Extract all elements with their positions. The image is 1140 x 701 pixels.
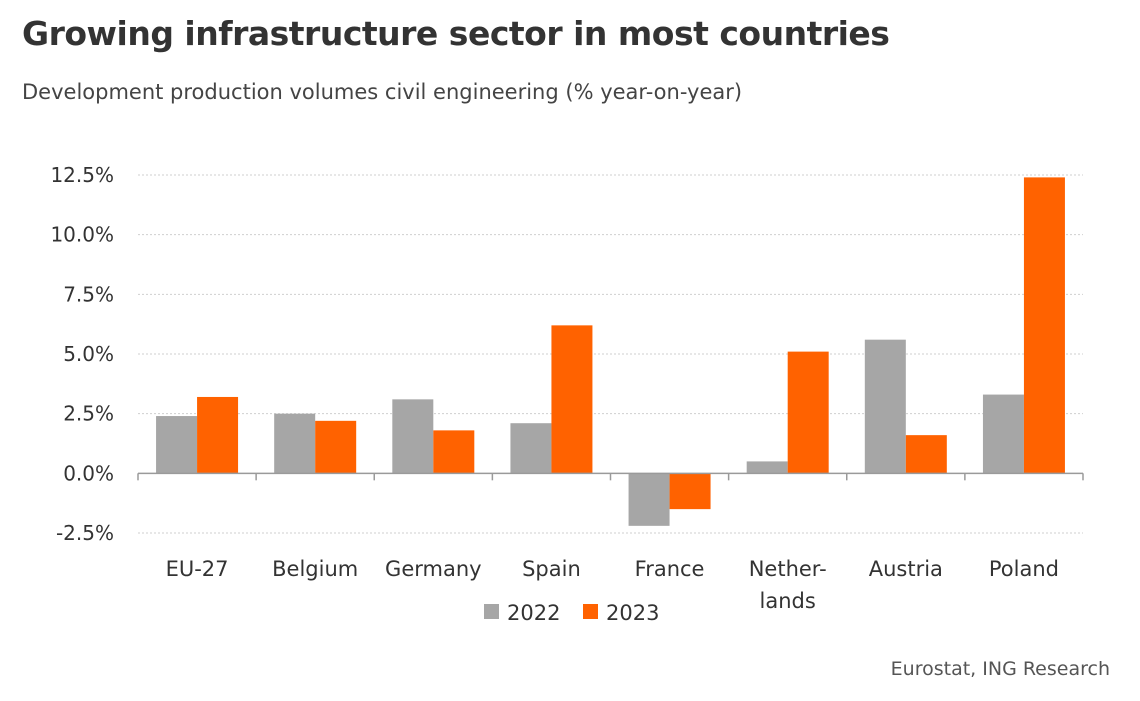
bar-2023-2 [433,430,475,474]
x-category-label: Belgium [272,557,358,581]
y-tick-label: 0.0% [63,461,114,485]
bar-2023-0 [197,396,239,474]
bar-2022-2 [392,399,434,474]
x-axis-category-labels: EU-27 Belgium Germany Spain France Nether-lan… [166,557,1059,613]
x-category-label: EU-27 [166,557,229,581]
legend-label-2022: 2022 [507,601,560,625]
legend: 2022 2023 [484,601,659,625]
y-tick-label: 2.5% [63,402,114,426]
bar-2023-5 [787,351,829,474]
x-category-label: Austria [869,557,943,581]
x-axis [137,472,1084,481]
bar-2023-7 [1023,177,1065,474]
bar-2022-6 [864,339,906,474]
y-tick-label: 12.5% [50,163,114,187]
y-tick-label: -2.5% [56,521,114,545]
x-category-label: France [635,557,705,581]
source-note: Eurostat, ING Research [890,658,1110,680]
y-tick-label: 5.0% [63,342,114,366]
bars [156,177,1065,526]
y-tick-label: 10.0% [50,223,114,247]
bar-2023-6 [905,435,947,474]
bar-2023-1 [315,420,357,474]
chart-subtitle: Development production volumes civil eng… [22,80,743,104]
legend-swatch-2022 [484,604,499,619]
bar-2023-4 [669,473,711,510]
bar-2023-3 [551,325,593,474]
y-axis-tick-labels: 12.5% 10.0% 7.5% 5.0% 2.5% 0.0% -2.5% [50,163,114,545]
bar-2022-4 [628,473,670,526]
bar-2022-7 [982,394,1024,474]
bar-2022-0 [156,416,198,474]
chart-title: Growing infrastructure sector in most co… [22,14,890,53]
y-tick-label: 7.5% [63,282,114,306]
legend-label-2023: 2023 [606,601,659,625]
x-category-label: Nether-lands [749,557,827,613]
bar-2022-5 [746,461,788,474]
bar-2022-3 [510,423,552,474]
x-category-label: Spain [522,557,581,581]
bar-2022-1 [274,413,316,474]
x-category-label: Germany [385,557,482,581]
x-category-label: Poland [989,557,1059,581]
legend-swatch-2023 [583,604,598,619]
